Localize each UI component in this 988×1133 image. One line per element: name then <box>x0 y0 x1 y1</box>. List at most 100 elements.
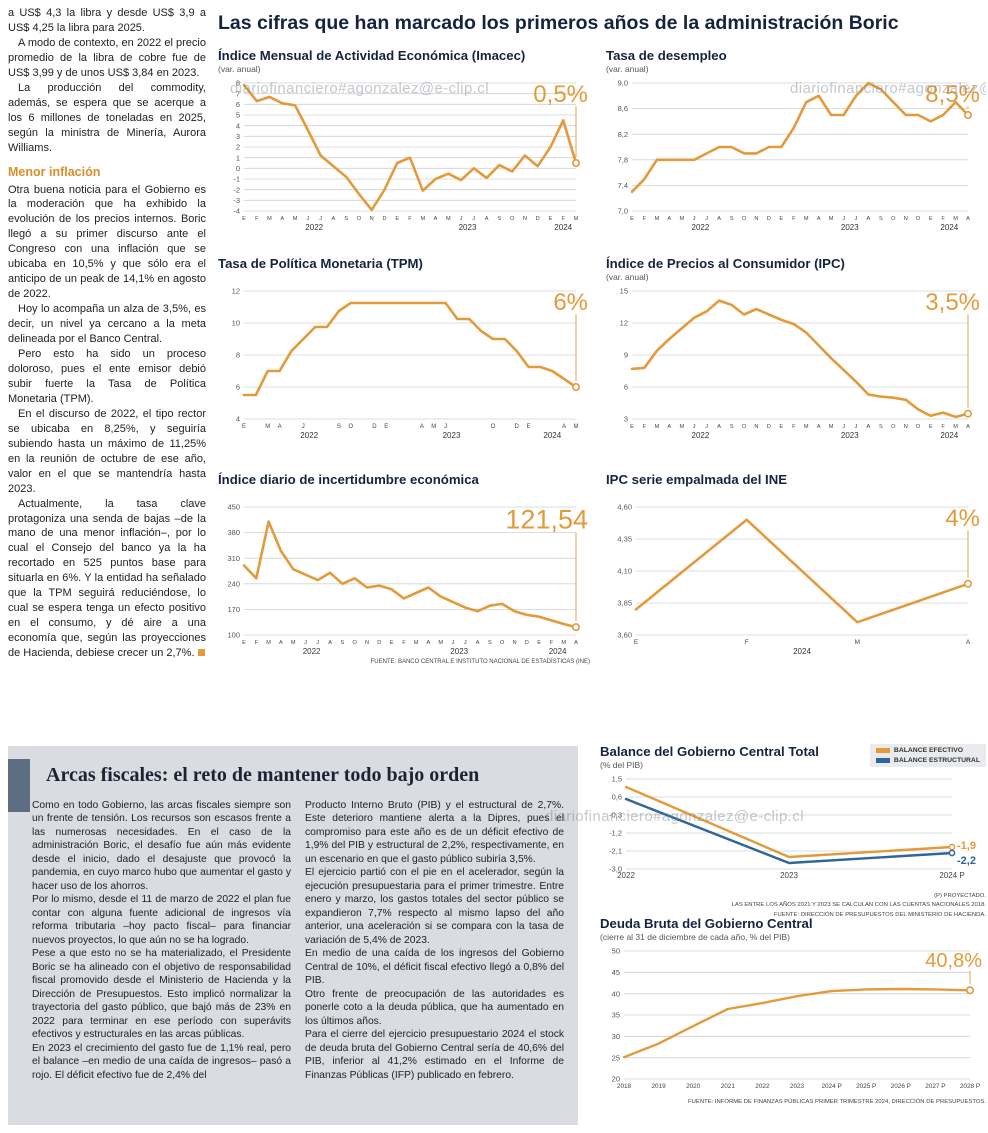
svg-text:O: O <box>353 640 358 646</box>
svg-text:A: A <box>717 216 721 222</box>
svg-text:M: M <box>829 424 834 430</box>
svg-text:4: 4 <box>236 121 240 130</box>
chart-subtitle: (var. anual) <box>606 64 649 74</box>
svg-text:D: D <box>916 216 920 222</box>
svg-text:E: E <box>779 424 783 430</box>
paragraph: Producto Interno Bruto (PIB) y el estruc… <box>305 800 564 865</box>
chart-title: Tasa de desempleo <box>606 48 727 63</box>
svg-text:E: E <box>630 216 634 222</box>
svg-text:7,8: 7,8 <box>618 155 628 164</box>
svg-text:20: 20 <box>612 1075 620 1084</box>
ipc-empalmada-line-chart: 4,60 4,35 4,10 3,85 3,60E F M A 2024 4% <box>617 503 980 656</box>
svg-text:-4: -4 <box>233 207 240 216</box>
svg-text:9,0: 9,0 <box>618 79 628 88</box>
paragraph: Otra buena noticia para el Gobierno es l… <box>8 183 206 301</box>
svg-text:E: E <box>242 424 246 430</box>
svg-text:3,60: 3,60 <box>617 631 632 640</box>
svg-text:O: O <box>891 424 896 430</box>
svg-text:10: 10 <box>232 319 240 328</box>
left-article-column: a US$ 4,3 la libra y desde US$ 3,9 a US$… <box>8 6 206 661</box>
svg-text:50: 50 <box>612 947 620 956</box>
svg-text:J: J <box>705 216 708 222</box>
svg-text:M: M <box>655 216 660 222</box>
svg-text:380: 380 <box>227 528 240 537</box>
svg-text:2024 P: 2024 P <box>821 1083 841 1090</box>
svg-text:2020: 2020 <box>686 1083 701 1090</box>
svg-text:S: S <box>488 640 492 646</box>
svg-text:S: S <box>498 216 502 222</box>
svg-text:A: A <box>667 216 671 222</box>
chart-subtitle: (var. anual) <box>218 64 261 74</box>
svg-text:M: M <box>574 424 579 430</box>
svg-text:2022: 2022 <box>755 1083 770 1090</box>
svg-text:S: S <box>337 424 341 430</box>
svg-text:2023: 2023 <box>841 431 859 440</box>
paragraph: En el discurso de 2022, el tipo rector s… <box>8 407 206 495</box>
svg-text:3: 3 <box>624 415 628 424</box>
svg-text:M: M <box>293 216 298 222</box>
svg-text:1,5: 1,5 <box>612 775 622 784</box>
chart-subtitle <box>606 488 982 499</box>
inflation-paragraphs: Otra buena noticia para el Gobierno es l… <box>8 183 206 662</box>
svg-text:2023: 2023 <box>443 431 461 440</box>
svg-text:J: J <box>452 640 455 646</box>
svg-text:6: 6 <box>236 383 240 392</box>
svg-text:A: A <box>966 216 970 222</box>
arcas-column-2: Producto Interno Bruto (PIB) y el estruc… <box>305 799 564 1082</box>
main-title: Las cifras que han marcado los primeros … <box>218 12 899 34</box>
svg-text:0: 0 <box>236 164 240 173</box>
svg-text:M: M <box>420 216 425 222</box>
svg-text:3,5%: 3,5% <box>925 289 980 316</box>
svg-text:-1,9: -1,9 <box>957 840 976 852</box>
svg-text:J: J <box>319 216 322 222</box>
svg-text:E: E <box>390 640 394 646</box>
svg-text:D: D <box>377 640 381 646</box>
svg-text:M: M <box>431 424 436 430</box>
chart-subtitle: (% del PIB) <box>600 760 643 770</box>
svg-text:M: M <box>291 640 296 646</box>
svg-text:F: F <box>402 640 406 646</box>
paragraph: Como en todo Gobierno, las arcas fiscale… <box>32 800 291 892</box>
svg-text:9: 9 <box>624 351 628 360</box>
svg-text:F: F <box>255 216 259 222</box>
paragraph: (P) PROYECTADO. <box>934 893 986 899</box>
svg-text:-3: -3 <box>233 196 240 205</box>
svg-text:A: A <box>476 640 480 646</box>
svg-text:D: D <box>372 424 377 430</box>
svg-text:F: F <box>643 424 647 430</box>
svg-text:-3,0: -3,0 <box>609 865 622 874</box>
svg-text:4%: 4% <box>945 505 980 532</box>
svg-text:-2: -2 <box>233 185 240 194</box>
svg-text:2022: 2022 <box>692 223 710 232</box>
svg-text:2028 P: 2028 P <box>960 1083 980 1090</box>
svg-text:E: E <box>395 216 399 222</box>
paragraph: Para el cierre del ejercicio presupuesta… <box>305 1029 564 1081</box>
svg-text:7: 7 <box>236 89 240 98</box>
paragraph: FUENTE: DIRECCIÓN DE PRESUPUESTOS DEL MI… <box>773 911 986 918</box>
svg-text:2024 P: 2024 P <box>939 871 964 880</box>
chart-title: Índice de Precios al Consumidor (IPC) <box>606 256 845 271</box>
svg-text:O: O <box>891 216 896 222</box>
svg-text:A: A <box>717 424 721 430</box>
svg-text:4,60: 4,60 <box>617 503 632 512</box>
svg-text:J: J <box>460 216 463 222</box>
svg-text:E: E <box>634 639 639 646</box>
chart-title: IPC serie empalmada del INE <box>606 472 788 487</box>
svg-text:A: A <box>966 424 970 430</box>
svg-text:E: E <box>384 424 388 430</box>
svg-text:15: 15 <box>620 287 628 296</box>
svg-text:M: M <box>679 216 684 222</box>
section-subhead: Menor inflación <box>8 164 101 179</box>
svg-text:A: A <box>574 640 578 646</box>
svg-text:N: N <box>365 640 369 646</box>
svg-text:F: F <box>408 216 412 222</box>
svg-text:J: J <box>693 424 696 430</box>
chart-subtitle <box>218 488 590 499</box>
svg-text:E: E <box>630 424 634 430</box>
svg-text:M: M <box>855 639 860 646</box>
svg-text:2019: 2019 <box>651 1083 666 1090</box>
svg-text:J: J <box>855 424 858 430</box>
svg-text:J: J <box>464 640 467 646</box>
svg-text:F: F <box>941 216 945 222</box>
